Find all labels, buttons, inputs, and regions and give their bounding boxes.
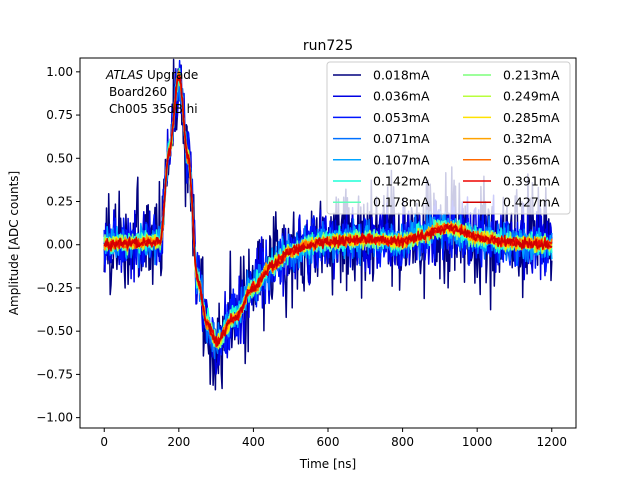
- legend-label: 0.036mA: [373, 89, 430, 104]
- legend-label: 0.391mA: [503, 174, 560, 189]
- x-tick-label: 0: [100, 435, 108, 449]
- x-tick-label: 200: [167, 435, 190, 449]
- atlas-annotation: ATLAS Upgrade Board260 Ch005 35dB hi: [105, 68, 198, 116]
- y-tick-label: 0.50: [46, 151, 73, 165]
- x-tick-label: 600: [317, 435, 340, 449]
- legend-label: 0.142mA: [373, 174, 430, 189]
- y-tick-label: −0.50: [36, 324, 73, 338]
- annotation-atlas: ATLAS: [105, 68, 144, 82]
- y-tick-label: −0.25: [36, 281, 73, 295]
- x-tick-label: 400: [242, 435, 265, 449]
- svg-text:ATLAS Upgrade: ATLAS Upgrade: [105, 68, 198, 82]
- x-tick-label: 800: [391, 435, 414, 449]
- legend-box: [326, 61, 571, 215]
- legend-label: 0.213mA: [503, 68, 560, 83]
- y-tick-label: 0.25: [46, 195, 73, 209]
- legend-label: 0.356mA: [503, 152, 560, 167]
- chart-title: run725: [303, 38, 353, 54]
- annotation-board: Board260: [109, 85, 167, 99]
- x-axis-label: Time [ns]: [299, 457, 356, 471]
- legend-label: 0.427mA: [503, 195, 560, 210]
- y-tick-label: 1.00: [46, 65, 73, 79]
- series-line-0.427mA: [103, 74, 553, 347]
- y-tick-label: −1.00: [36, 411, 73, 425]
- legend-label: 0.071mA: [373, 131, 430, 146]
- legend-label: 0.249mA: [503, 89, 560, 104]
- legend: 0.018mA 0.036mA 0.053mA 0.071mA 0.107mA 0.142…: [326, 61, 571, 215]
- annotation-channel: Ch005 35dB hi: [109, 102, 198, 116]
- legend-label: 0.107mA: [373, 152, 430, 167]
- annotation-upgrade: Upgrade: [143, 68, 198, 82]
- legend-label: 0.32mA: [503, 131, 552, 146]
- legend-label: 0.018mA: [373, 68, 430, 83]
- y-tick-label: −0.75: [36, 367, 73, 381]
- legend-label: 0.285mA: [503, 110, 560, 125]
- legend-label: 0.053mA: [373, 110, 430, 125]
- y-axis-label: Amplitude [ADC counts]: [7, 171, 21, 315]
- x-tick-label: 1200: [536, 435, 567, 449]
- y-tick-label: 0.75: [46, 108, 73, 122]
- legend-label: 0.178mA: [373, 195, 430, 210]
- x-tick-label: 1000: [462, 435, 493, 449]
- y-tick-label: 0.00: [46, 238, 73, 252]
